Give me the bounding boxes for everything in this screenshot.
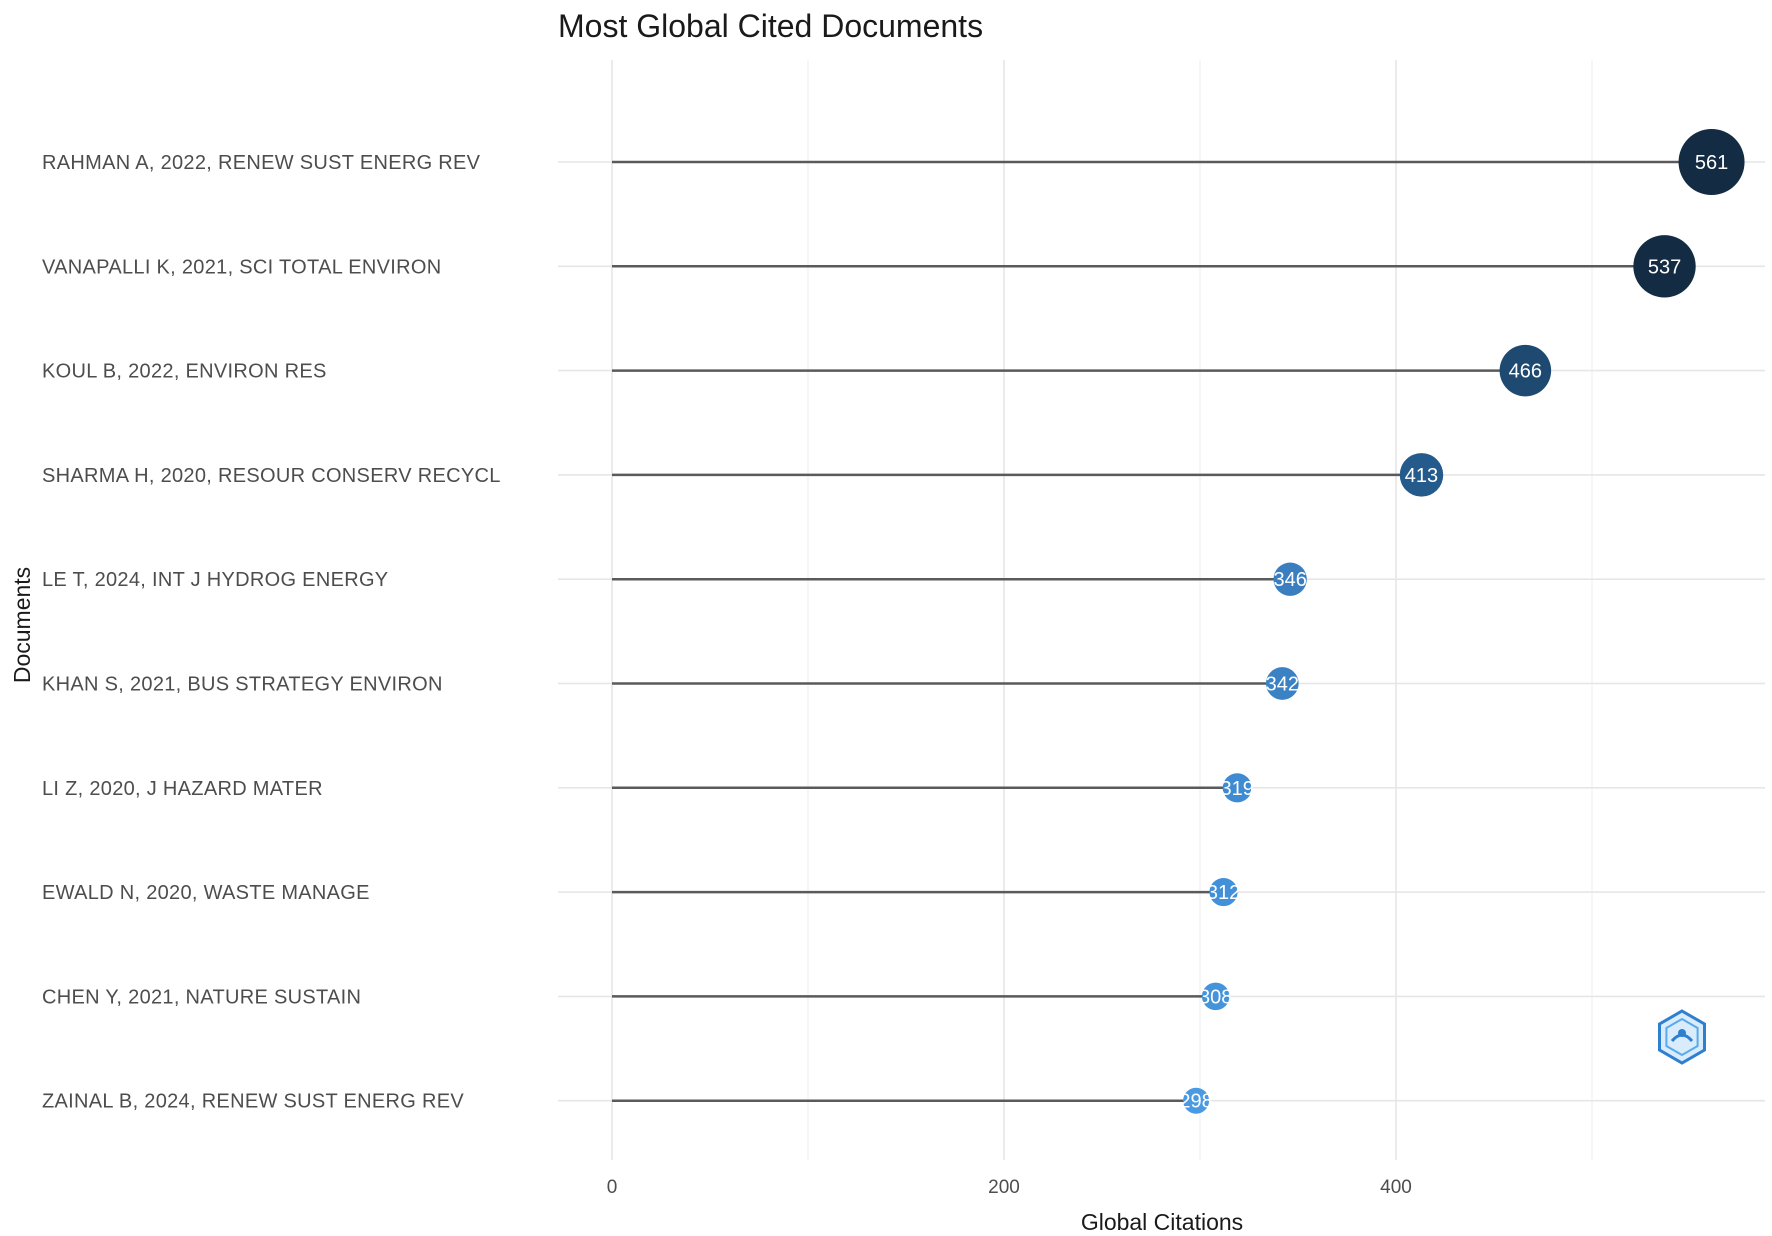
lollipop-point	[1633, 235, 1696, 298]
x-tick-labels: 0 200 400	[607, 1177, 1412, 1198]
value-label: 537	[1648, 256, 1681, 278]
lollipop-point	[1678, 129, 1745, 195]
document-label: KHAN S, 2021, BUS STRATEGY ENVIRON	[42, 674, 443, 696]
document-label: SHARMA H, 2020, RESOUR CONSERV RECYCL	[42, 465, 501, 487]
lollipop-point	[1183, 1087, 1210, 1114]
document-label: EWALD N, 2020, WASTE MANAGE	[42, 882, 370, 904]
value-label: 308	[1199, 986, 1232, 1008]
y-axis-title: Documents	[9, 567, 35, 683]
document-label: CHEN Y, 2021, NATURE SUSTAIN	[42, 986, 361, 1008]
value-label: 342	[1266, 674, 1299, 696]
document-label: LE T, 2024, INT J HYDROG ENERGY	[42, 569, 388, 591]
hexagon-logo-icon	[1658, 1009, 1706, 1065]
value-label: 346	[1273, 569, 1306, 591]
x-axis-title: Global Citations	[1081, 1209, 1243, 1235]
document-label: RAHMAN A, 2022, RENEW SUST ENERG REV	[42, 152, 481, 174]
x-tick-label: 200	[988, 1177, 1020, 1198]
lollipop-point	[1265, 667, 1299, 700]
grid-lines	[558, 60, 1765, 1160]
value-label: 319	[1221, 778, 1254, 800]
document-labels: RAHMAN A, 2022, RENEW SUST ENERG REV VANA…	[42, 152, 501, 1113]
document-label: VANAPALLI K, 2021, SCI TOTAL ENVIRON	[42, 256, 441, 278]
x-tick-label: 0	[607, 1177, 618, 1198]
points: 561 537 466 413 346 342 319 312 308 298	[1179, 129, 1745, 1114]
lollipop-point	[1222, 773, 1252, 803]
lollipop-point	[1273, 562, 1307, 596]
document-label: ZAINAL B, 2024, RENEW SUST ENERG REV	[42, 1091, 464, 1113]
lollipop-point	[1399, 453, 1444, 497]
document-label: KOUL B, 2022, ENVIRON RES	[42, 361, 327, 383]
value-label: 298	[1179, 1091, 1212, 1113]
x-tick-label: 400	[1380, 1177, 1412, 1198]
lollipop-point	[1499, 344, 1552, 397]
value-label: 561	[1695, 152, 1728, 174]
value-label: 312	[1207, 882, 1240, 904]
lollipop-point	[1201, 982, 1230, 1011]
value-label: 413	[1405, 465, 1438, 487]
stems	[612, 160, 1712, 1102]
value-label: 466	[1509, 361, 1542, 383]
document-label: LI Z, 2020, J HAZARD MATER	[42, 778, 323, 800]
chart-title: Most Global Cited Documents	[558, 8, 983, 44]
lollipop-point	[1209, 878, 1238, 907]
